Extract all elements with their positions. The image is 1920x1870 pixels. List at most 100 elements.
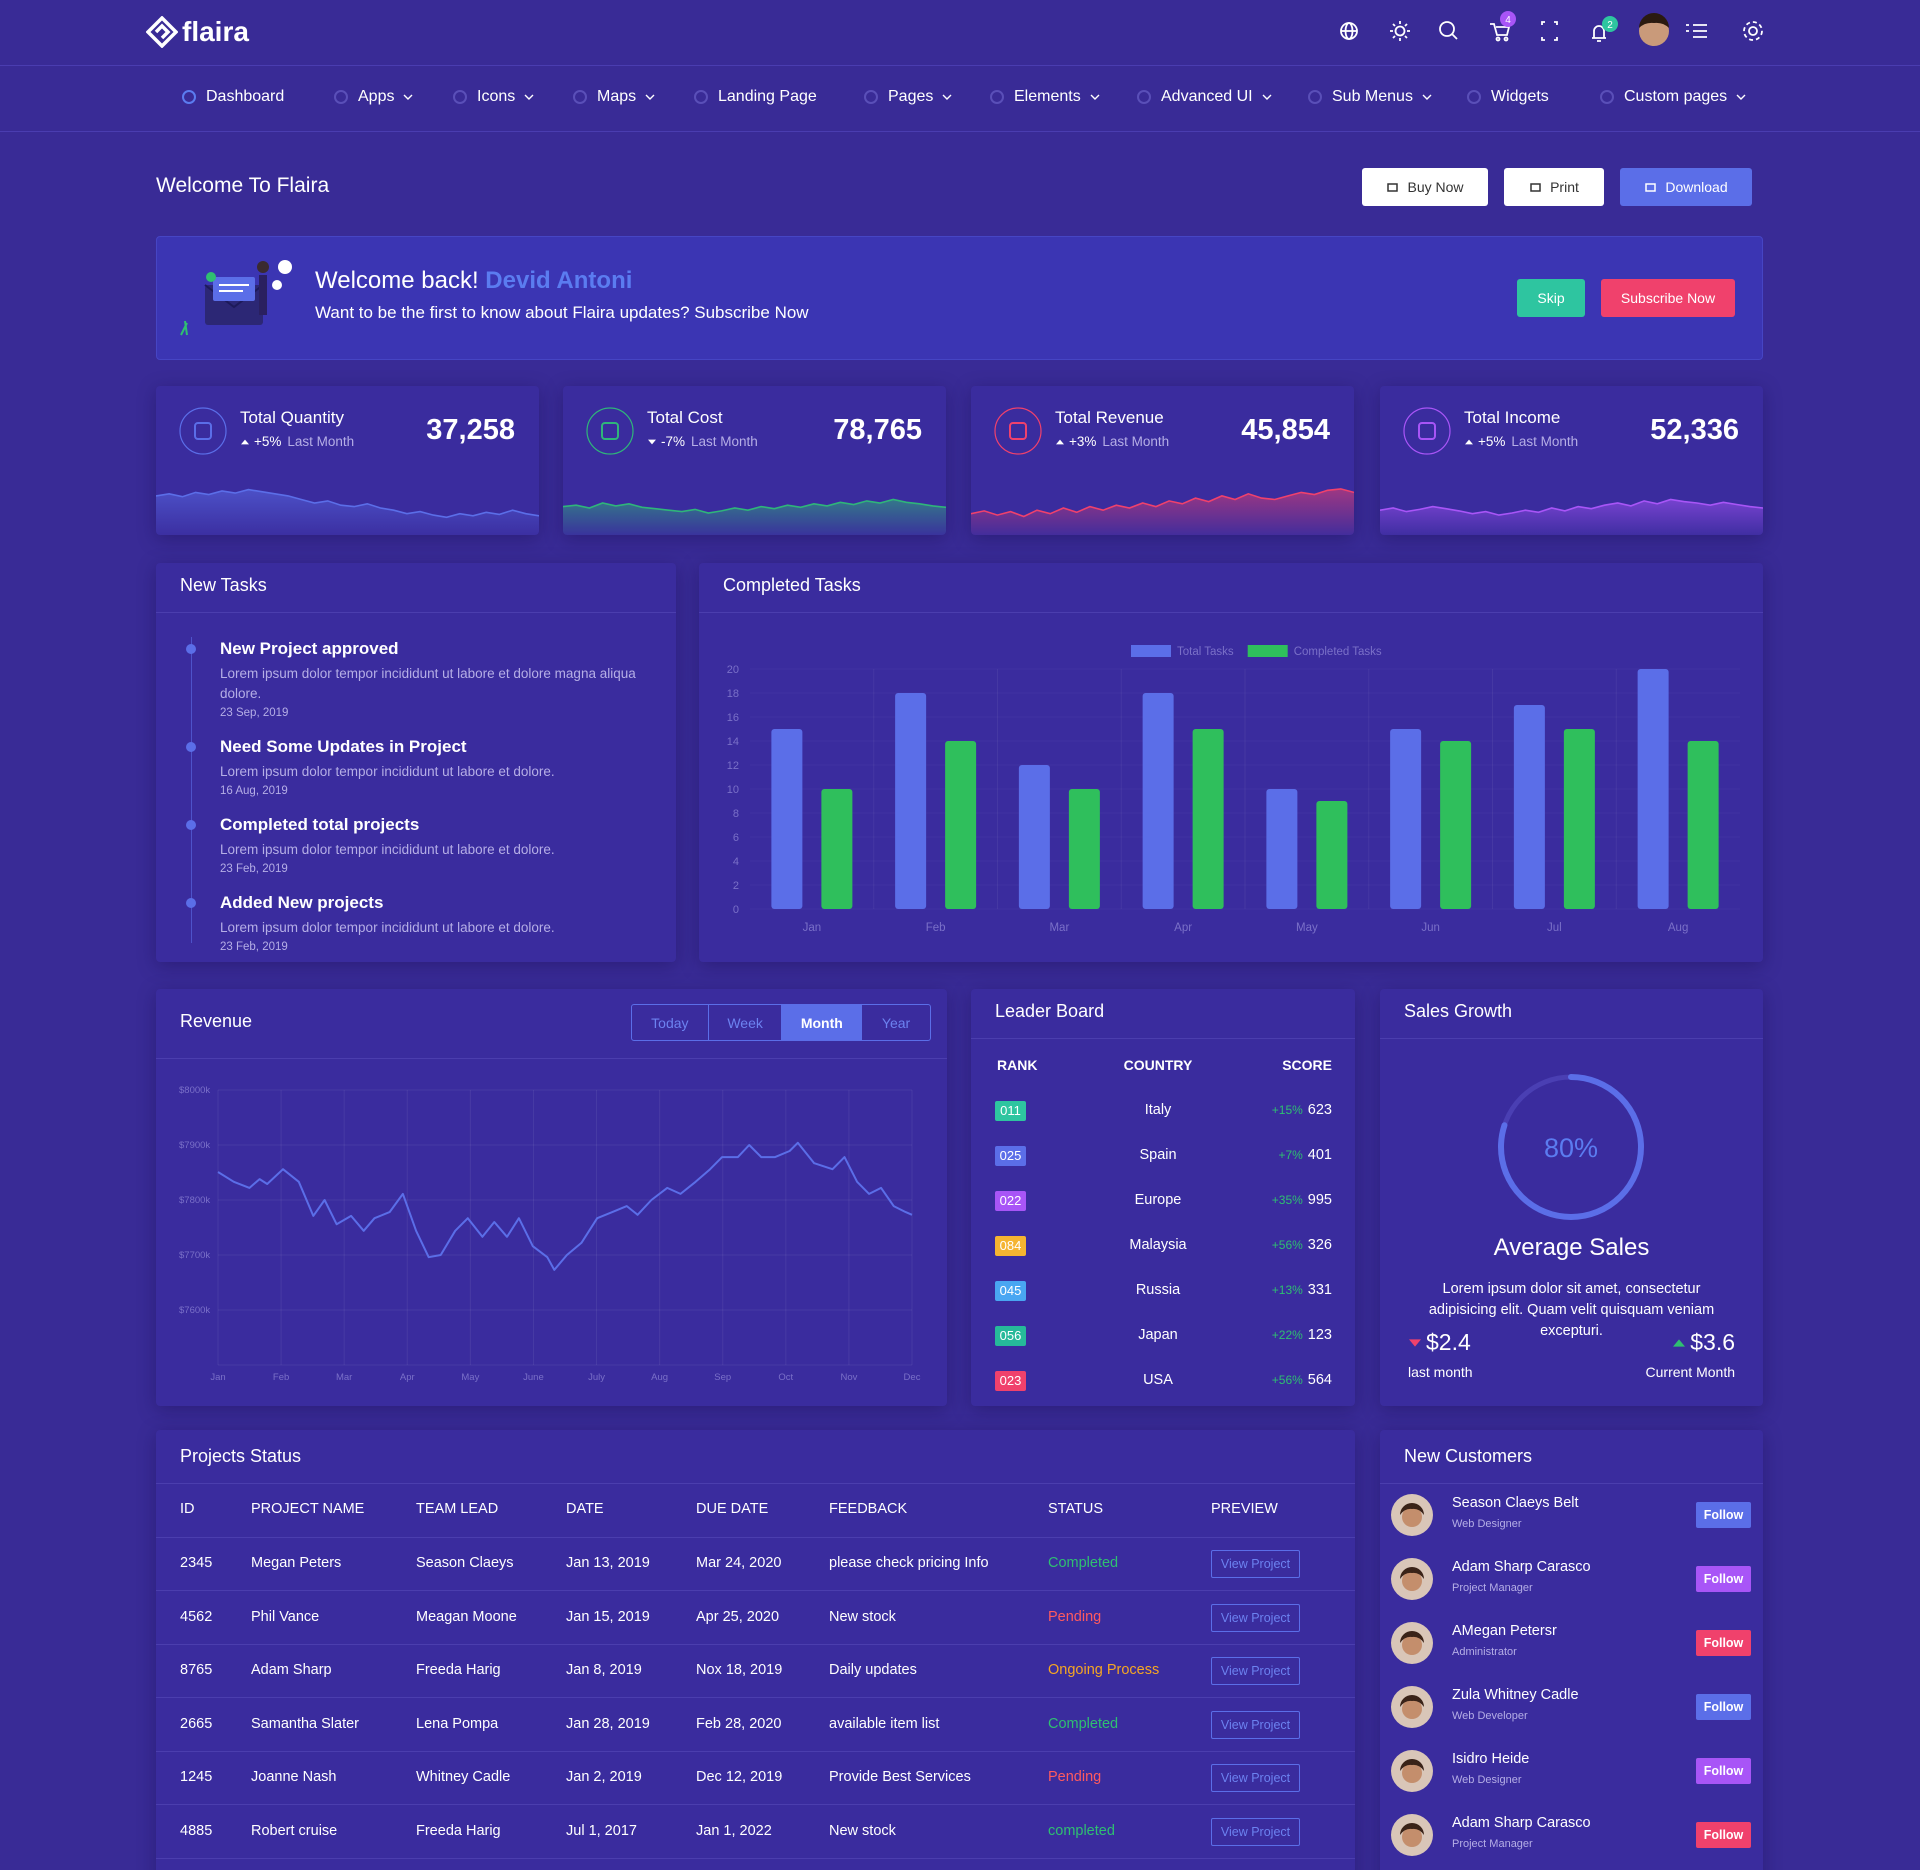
nav-item[interactable]: Elements xyxy=(989,88,1100,106)
range-tab[interactable]: Month xyxy=(781,1005,862,1040)
x-tick-label: May xyxy=(461,1372,479,1383)
table-cell: Jan 2, 2019 xyxy=(566,1769,642,1786)
task-title: Need Some Updates in Project xyxy=(220,737,467,756)
sparkline xyxy=(1380,498,1763,535)
avatar-hair xyxy=(1400,1631,1424,1643)
rank-badge: 023 xyxy=(995,1371,1026,1391)
y-tick-label: $7700k xyxy=(179,1250,210,1261)
row-divider xyxy=(156,1590,1355,1591)
nav-item[interactable]: Advanced UI xyxy=(1136,88,1272,106)
skip-button[interactable]: Skip xyxy=(1517,279,1585,317)
card-divider xyxy=(1380,1483,1763,1484)
view-project-button[interactable]: View Project xyxy=(1211,1818,1300,1846)
customer-name: Isidro Heide xyxy=(1452,1751,1530,1767)
top-header: flaira 4 2 xyxy=(0,0,1920,66)
view-project-button[interactable]: View Project xyxy=(1211,1550,1300,1578)
avatar xyxy=(1391,1558,1433,1600)
nav-caret xyxy=(1736,94,1746,100)
button-label: Buy Now xyxy=(1407,179,1464,195)
follow-button[interactable]: Follow xyxy=(1696,1758,1751,1784)
change-period: Last Month xyxy=(287,434,355,449)
icon-shape xyxy=(1530,182,1541,192)
button-label: Download xyxy=(1665,179,1728,195)
avatar-face xyxy=(1402,1571,1422,1591)
button-label: Print xyxy=(1550,179,1579,195)
page-button[interactable]: Download xyxy=(1620,168,1752,206)
trend-arrow xyxy=(1409,1338,1421,1347)
table-divider xyxy=(156,1537,1355,1538)
sparkline-area xyxy=(563,499,946,535)
customer-role: Web Designer xyxy=(1452,1518,1522,1530)
table-cell: Mar 24, 2020 xyxy=(696,1555,782,1571)
range-tab[interactable]: Week xyxy=(707,1005,782,1040)
nav-item[interactable]: Pages xyxy=(863,88,952,106)
nav-label: Apps xyxy=(358,88,395,105)
subscribe-button[interactable]: Subscribe Now xyxy=(1601,279,1735,317)
country: Malaysia xyxy=(1129,1237,1187,1253)
change-value: -7% xyxy=(661,434,686,449)
table-cell: 2665 xyxy=(180,1715,213,1732)
nav-icon xyxy=(182,90,196,104)
nav-item[interactable]: Maps xyxy=(572,88,655,106)
stat-label: Total Income xyxy=(1464,408,1561,427)
page-button[interactable]: Buy Now xyxy=(1362,168,1488,206)
score-value: 564 xyxy=(1307,1372,1332,1388)
table-cell: Pending xyxy=(1048,1769,1102,1786)
follow-button[interactable]: Follow xyxy=(1696,1630,1751,1656)
welcome-heading: Welcome back! Devid Antoni xyxy=(315,267,632,295)
nav-item[interactable]: Dashboard xyxy=(181,88,284,106)
bar xyxy=(945,741,977,909)
nav-icon xyxy=(334,90,348,104)
gauge-arc xyxy=(1498,1074,1644,1220)
nav-caret xyxy=(645,94,655,100)
y-tick-label: $7800k xyxy=(179,1195,210,1206)
value: $2.4 xyxy=(1426,1329,1471,1355)
table-cell: please check pricing Info xyxy=(829,1555,989,1571)
table-header: RANK xyxy=(997,1057,1038,1073)
bar xyxy=(1687,741,1719,909)
sparkline-area xyxy=(1380,499,1763,535)
follow-button[interactable]: Follow xyxy=(1696,1694,1751,1720)
table-cell: 2345 xyxy=(180,1555,213,1571)
table-cell: Meagan Moone xyxy=(416,1608,517,1625)
line-chart: $7600k $7700k $7800k $7900k $8000k Jan Feb Mar A… xyxy=(179,1085,921,1383)
view-project-button[interactable]: View Project xyxy=(1211,1710,1300,1739)
follow-button[interactable]: Follow xyxy=(1696,1502,1751,1528)
view-project-button[interactable]: View Project xyxy=(1211,1764,1300,1793)
bar xyxy=(1390,729,1422,909)
nav-item[interactable]: Icons xyxy=(452,88,534,106)
bar xyxy=(1513,705,1545,909)
y-tick-label: 20 xyxy=(727,664,739,676)
table-cell: Feb 28, 2020 xyxy=(696,1715,782,1732)
card-title: Completed Tasks xyxy=(723,575,861,595)
nav-item[interactable]: Custom pages xyxy=(1599,88,1746,106)
new-tasks-card: New Tasks New Project approved Lorem ipsu… xyxy=(156,563,676,962)
nav-label: Maps xyxy=(597,88,637,105)
table-cell: Phil Vance xyxy=(251,1608,320,1625)
range-tab[interactable]: Year xyxy=(861,1005,930,1040)
stat-card: Total Quantity +5% Last Month 37,258 xyxy=(156,386,539,535)
nav-item[interactable]: Apps xyxy=(333,88,413,106)
view-project-button[interactable]: View Project xyxy=(1211,1657,1300,1686)
follow-button[interactable]: Follow xyxy=(1696,1822,1751,1848)
task-text: Lorem ipsum dolor tempor incididunt ut l… xyxy=(220,764,555,779)
welcome-greeting: Welcome back! xyxy=(315,267,479,294)
avatar xyxy=(1391,1494,1433,1536)
page-button[interactable]: Print xyxy=(1504,168,1604,206)
table-header: TEAM LEAD xyxy=(416,1501,499,1517)
avatar-hair xyxy=(1400,1567,1424,1579)
nav-icon-shape xyxy=(1600,90,1614,104)
nav-item[interactable]: Sub Menus xyxy=(1307,88,1432,106)
range-tab[interactable]: Today xyxy=(651,1014,689,1031)
nav-icon-shape xyxy=(182,90,196,104)
y-tick-label: 10 xyxy=(727,784,739,796)
leaderboard-card: Leader Board RANK COUNTRY SCORE 011 Italy +15… xyxy=(971,989,1355,1406)
nav-item[interactable]: Widgets xyxy=(1466,88,1549,106)
nav-icon-shape xyxy=(334,90,348,104)
follow-button[interactable]: Follow xyxy=(1696,1566,1751,1592)
nav-item[interactable]: Landing Page xyxy=(693,88,817,106)
view-project-button[interactable]: View Project xyxy=(1211,1603,1300,1632)
score: +13% 331 xyxy=(1272,1282,1332,1298)
country: USA xyxy=(1143,1372,1173,1388)
nav-icon xyxy=(453,90,467,104)
